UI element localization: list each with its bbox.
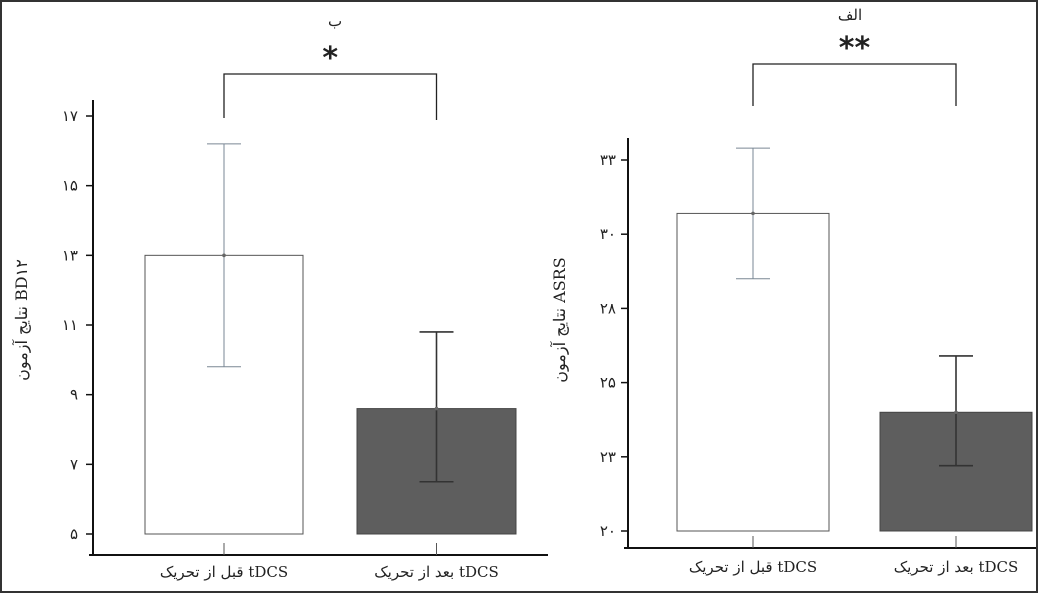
y-tick-label: ۲۸ — [600, 299, 616, 317]
significance-bracket — [223, 73, 438, 120]
chart-panel-1: ۵ ۷ ۹ ۱۱ ۱۳ ۱۵ ۱۷ قبل از تحریک tDCS بعد از تحریک… — [11, 12, 548, 581]
y-tick-label: ۳۳ — [600, 151, 616, 169]
y-tick-label: ۵ — [70, 525, 78, 543]
y-tick-label: ۱۷ — [62, 107, 78, 125]
significance-bracket — [752, 63, 957, 106]
panel-label: الف — [838, 6, 862, 24]
y-tick-label: ۹ — [70, 386, 78, 404]
y-tick-label: ۱۱ — [62, 316, 78, 334]
category-label: قبل از تحریک tDCS — [160, 563, 288, 581]
y-tick-label: ۲۳ — [600, 448, 616, 466]
mean-point — [222, 253, 226, 258]
category-label: بعد از تحریک tDCS — [374, 563, 499, 581]
y-tick-label: ۱۳ — [62, 246, 78, 264]
panel-label: ب — [328, 12, 342, 30]
y-tick-label: ۲۵ — [600, 374, 616, 392]
y-axis-title: نتایج آزمون BD۱۲ — [11, 259, 31, 381]
chart-panel-2: ۲۰ ۲۳ ۲۵ ۲۸ ۳۰ ۳۳ قبل از تحریک tDCS بعد از تحری… — [549, 6, 1036, 576]
significance-marker: ** — [839, 31, 871, 66]
category-label: قبل از تحریک tDCS — [689, 558, 817, 576]
y-tick-label: ۷ — [70, 455, 78, 473]
mean-point — [954, 410, 958, 415]
significance-marker: * — [322, 41, 338, 76]
mean-point — [751, 211, 755, 216]
y-tick-label: ۳۰ — [600, 225, 616, 243]
y-tick-label: ۱۵ — [62, 177, 78, 195]
mean-point — [434, 406, 439, 411]
y-axis-title: نتایج آزمون ASRS — [549, 257, 569, 382]
y-tick-label: ۲۰ — [600, 522, 616, 540]
category-label: بعد از تحریک tDCS — [894, 558, 1019, 576]
